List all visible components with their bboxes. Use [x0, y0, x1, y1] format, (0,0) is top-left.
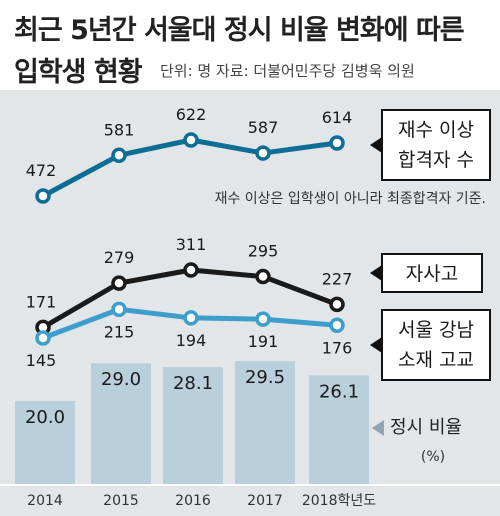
series-legend-label: 소재 고교: [398, 349, 474, 371]
data-value-label: 194: [176, 331, 207, 350]
series-line: [41, 137, 338, 199]
title-band: 최근 5년간 서울대 정시 비율 변화에 따른 입학생 현황 단위: 명 자료:…: [0, 0, 500, 90]
data-point: [255, 145, 271, 161]
bar-legend-unit: (%): [421, 449, 445, 465]
chart-subtitle: 입학생 현황: [14, 57, 143, 88]
data-point: [111, 275, 127, 291]
bar-value-label: 28.1: [173, 373, 213, 394]
chart-title: 최근 5년간 서울대 정시 비율 변화에 따른: [14, 15, 465, 46]
bar: [309, 375, 369, 485]
legend-box: [381, 309, 491, 381]
series-legend-label: 자사고: [406, 263, 458, 285]
data-point: [35, 330, 51, 346]
series-legend-label: 서울 강남: [398, 319, 474, 341]
data-value-label: 295: [248, 242, 279, 261]
unit-source-label: 단위: 명 자료: 더불어민주당 김병욱 의원: [160, 62, 415, 80]
x-tick-label: 2016: [175, 493, 211, 509]
x-tick-label: 2014: [27, 493, 63, 509]
x-tick-label: 2017: [247, 493, 283, 509]
data-value-label: 215: [104, 322, 135, 341]
bar: [15, 401, 75, 485]
data-value-label: 279: [104, 248, 135, 267]
series-legend-label: 재수 이상: [398, 119, 474, 141]
series-legend-label: 합격자 수: [398, 149, 474, 171]
legend-box: [381, 253, 483, 293]
bar-value-label: 29.0: [101, 369, 141, 390]
data-point: [329, 135, 345, 151]
legend-pointer: [370, 137, 382, 153]
legend-pointer: [370, 265, 382, 281]
bar: [235, 361, 295, 485]
legend-pointer: [370, 337, 382, 353]
data-value-label: 622: [176, 105, 207, 124]
legend-box: [381, 109, 491, 181]
legend-pointer: [372, 420, 384, 436]
bar-legend-label: 정시 비율: [390, 417, 462, 438]
data-point: [329, 317, 345, 334]
data-point: [329, 296, 345, 313]
data-point: [183, 262, 199, 278]
x-tick-label: 2018학년도: [302, 493, 376, 509]
data-value-label: 587: [248, 118, 279, 137]
data-value-label: 581: [104, 120, 135, 139]
data-point: [35, 188, 51, 204]
data-point: [183, 310, 199, 326]
legend-private-school: 자사고: [370, 253, 483, 293]
bar-value-label: 26.1: [319, 381, 359, 402]
data-point: [255, 311, 271, 327]
bar: [163, 366, 223, 485]
data-value-label: 176: [322, 338, 353, 357]
bar-value-label: 29.5: [245, 367, 285, 388]
data-point: [111, 301, 127, 318]
bar: [91, 363, 151, 485]
footnote: 재수 이상은 입학생이 아니라 최종합격자 기준.: [215, 191, 486, 207]
data-value-label: 311: [176, 235, 207, 254]
data-point: [255, 268, 271, 285]
bar-value-label: 20.0: [25, 407, 65, 428]
x-tick-label: 2015: [103, 493, 139, 509]
data-point: [111, 147, 127, 164]
data-value-label: 191: [248, 332, 279, 351]
data-value-label: 145: [26, 351, 57, 370]
data-value-label: 171: [26, 292, 57, 311]
data-value-label: 614: [322, 108, 353, 127]
data-value-label: 472: [26, 161, 57, 180]
data-point: [183, 132, 199, 148]
data-value-label: 227: [322, 269, 353, 288]
